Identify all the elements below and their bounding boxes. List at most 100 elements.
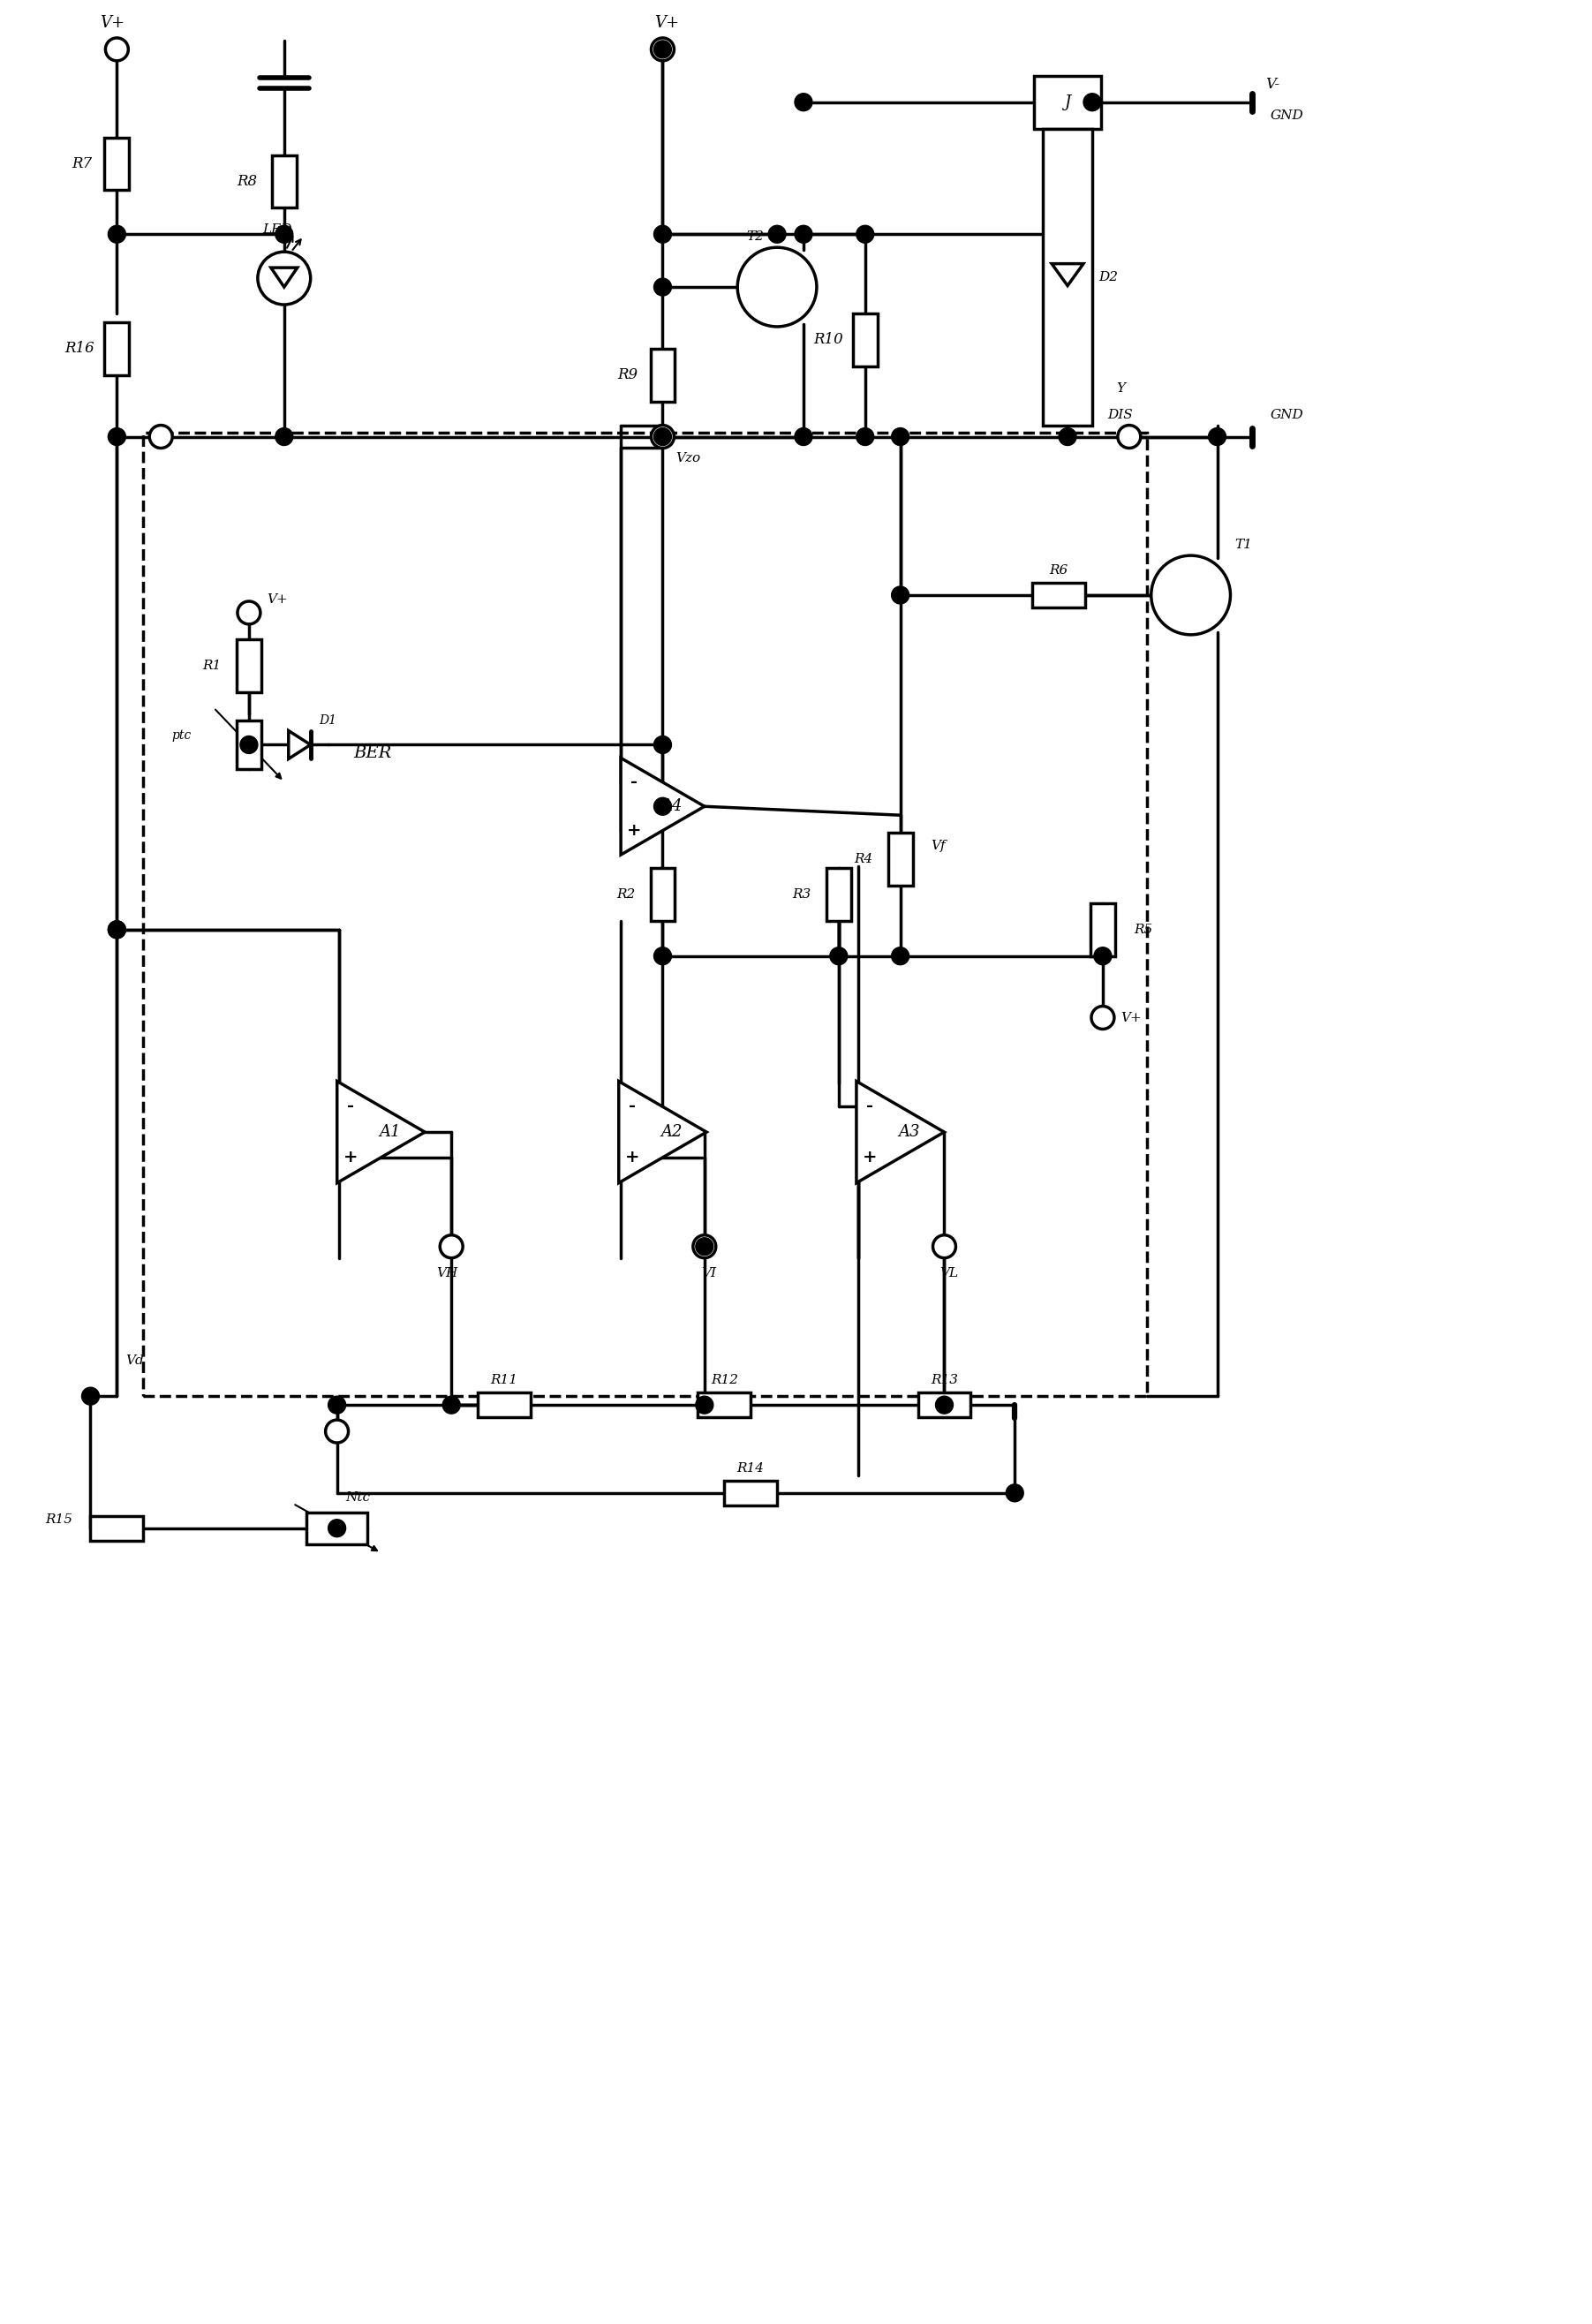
Circle shape [108,225,126,244]
Text: R5: R5 [1134,923,1153,937]
Circle shape [829,948,847,964]
Text: D2: D2 [1098,270,1118,284]
Polygon shape [271,267,298,288]
Text: -: - [629,1099,635,1116]
Text: R4: R4 [853,853,872,865]
Bar [650,349,675,402]
Text: R10: R10 [814,332,844,346]
Circle shape [237,602,261,625]
Circle shape [654,428,672,446]
Bar [237,720,261,769]
Text: R1: R1 [202,660,221,672]
Circle shape [108,920,126,939]
Bar [697,1392,751,1418]
Circle shape [892,428,909,446]
Circle shape [794,428,812,446]
Text: R3: R3 [793,888,810,902]
Circle shape [443,1397,460,1413]
Bar [105,137,129,191]
Bar [650,867,675,920]
Text: A1: A1 [379,1125,401,1141]
Circle shape [108,428,126,446]
Circle shape [328,1520,345,1536]
Text: D1: D1 [320,713,338,727]
Text: VH: VH [436,1267,457,1278]
Circle shape [240,737,258,753]
Circle shape [1094,948,1111,964]
Text: R16: R16 [65,342,96,356]
Circle shape [654,797,672,816]
Circle shape [328,1397,345,1413]
Circle shape [1208,428,1226,446]
Text: R12: R12 [710,1373,739,1387]
Bar [143,432,1146,1397]
Circle shape [856,225,874,244]
Circle shape [654,948,672,964]
Polygon shape [338,1081,425,1183]
Text: V+: V+ [326,1401,347,1413]
Text: R14: R14 [737,1462,764,1473]
Text: Vzo: Vzo [677,453,700,465]
Text: +: + [342,1150,358,1164]
Circle shape [105,37,129,60]
Text: A4: A4 [661,799,683,813]
Circle shape [892,948,909,964]
Circle shape [651,37,673,60]
Bar [1091,904,1114,955]
Circle shape [856,428,874,446]
Text: V-: V- [1266,77,1280,93]
Bar [105,323,129,374]
Bar [853,314,877,367]
Circle shape [1118,425,1140,449]
Text: V+: V+ [266,593,288,607]
Text: R11: R11 [490,1373,517,1387]
Circle shape [108,920,126,939]
Circle shape [696,1239,713,1255]
Text: A2: A2 [661,1125,683,1141]
Bar [826,867,852,920]
Bar [888,832,912,885]
Circle shape [1059,428,1076,446]
Bar [237,639,261,693]
Bar [919,1392,971,1418]
Text: -: - [347,1099,353,1116]
Text: Ntc: Ntc [345,1492,371,1504]
Circle shape [654,279,672,295]
Text: Vf: Vf [931,839,946,853]
Circle shape [769,225,786,244]
Circle shape [1151,555,1231,634]
Circle shape [150,425,172,449]
Text: R6: R6 [1049,565,1068,576]
Polygon shape [619,1081,707,1183]
Circle shape [1092,1006,1114,1030]
Circle shape [651,425,673,449]
Text: R2: R2 [616,888,635,902]
Circle shape [1006,1485,1024,1501]
Bar [306,1513,368,1543]
Circle shape [696,1397,713,1413]
Polygon shape [288,730,310,760]
Polygon shape [621,758,704,855]
Circle shape [693,1234,716,1257]
Text: VL: VL [939,1267,958,1278]
Text: T2: T2 [747,230,764,244]
Text: VI: VI [702,1267,716,1278]
Text: -: - [866,1099,872,1116]
Bar [272,156,296,207]
Circle shape [794,225,812,244]
Text: J: J [1065,95,1071,109]
Text: +: + [627,823,642,839]
Text: +: + [863,1150,877,1164]
Circle shape [936,1397,954,1413]
Text: LED: LED [263,223,291,237]
Text: GND: GND [1270,409,1304,421]
Bar [478,1392,530,1418]
Bar [724,1480,777,1506]
Circle shape [892,586,909,604]
Text: R15: R15 [46,1513,73,1525]
Circle shape [933,1234,955,1257]
Circle shape [258,251,310,304]
Circle shape [737,246,817,328]
Circle shape [654,737,672,753]
Text: +: + [624,1150,640,1164]
